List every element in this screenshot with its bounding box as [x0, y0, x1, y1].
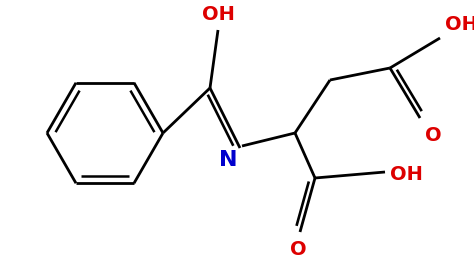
Text: N: N — [219, 150, 238, 170]
Text: O: O — [290, 240, 306, 259]
Text: OH: OH — [390, 164, 423, 183]
Text: OH: OH — [445, 15, 474, 34]
Text: O: O — [425, 126, 442, 145]
Text: OH: OH — [201, 5, 235, 24]
